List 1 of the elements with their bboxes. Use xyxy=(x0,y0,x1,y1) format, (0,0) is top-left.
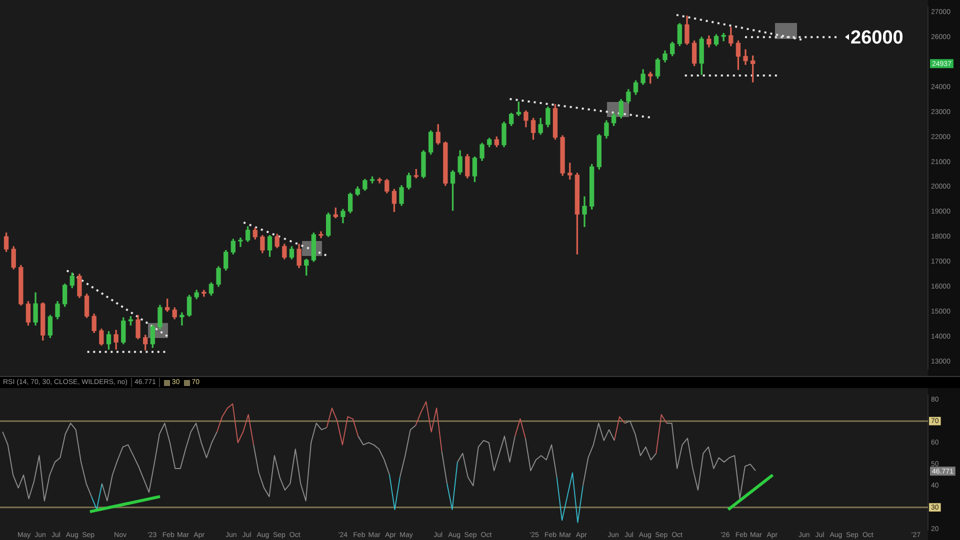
annotation: 26000 xyxy=(850,27,904,48)
